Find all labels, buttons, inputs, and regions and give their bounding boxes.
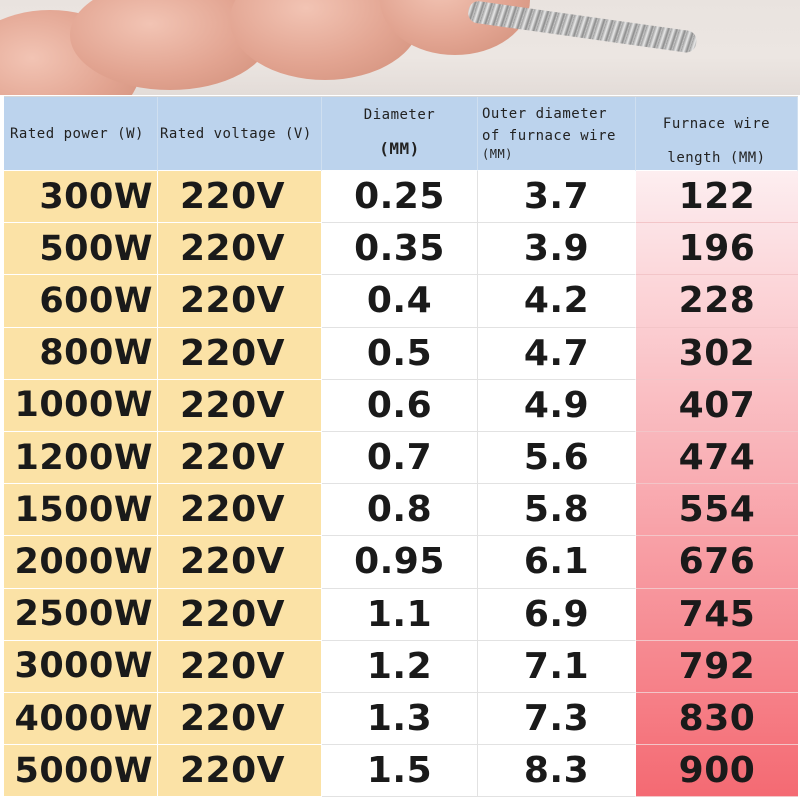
cell-power: 1000W xyxy=(4,379,158,432)
cell-power: 800W xyxy=(4,327,158,380)
header-diameter: Diameter (MM) xyxy=(322,97,478,171)
table-row: 4000W 220V 1.3 7.3 830 xyxy=(4,693,798,746)
cell-length: 554 xyxy=(636,484,798,537)
cell-length: 792 xyxy=(636,640,798,693)
product-photo xyxy=(0,0,800,95)
cell-power: 2000W xyxy=(4,536,158,589)
cell-diameter: 0.35 xyxy=(322,223,478,276)
cell-voltage: 220V xyxy=(158,171,322,224)
cell-power: 600W xyxy=(4,275,158,328)
cell-diameter: 0.5 xyxy=(322,327,478,380)
cell-length: 830 xyxy=(636,693,798,746)
table-header-row: Rated power (W) Rated voltage (V) Diamet… xyxy=(4,97,798,171)
table-row: 500W 220V 0.35 3.9 196 xyxy=(4,223,798,276)
cell-diameter: 1.1 xyxy=(322,588,478,641)
cell-diameter: 0.95 xyxy=(322,536,478,589)
header-outer-diameter-line1: Outer diameter xyxy=(482,106,608,122)
cell-power: 500W xyxy=(4,223,158,276)
cell-voltage: 220V xyxy=(158,640,322,693)
table-row: 1000W 220V 0.6 4.9 407 xyxy=(4,379,798,432)
header-rated-voltage: Rated voltage (V) xyxy=(158,97,322,171)
header-rated-power: Rated power (W) xyxy=(4,97,158,171)
cell-diameter: 0.8 xyxy=(322,484,478,537)
cell-voltage: 220V xyxy=(158,275,322,328)
cell-length: 474 xyxy=(636,432,798,485)
cell-length: 676 xyxy=(636,536,798,589)
cell-voltage: 220V xyxy=(158,484,322,537)
cell-voltage: 220V xyxy=(158,693,322,746)
cell-power: 4000W xyxy=(4,693,158,746)
cell-voltage: 220V xyxy=(158,327,322,380)
cell-diameter: 1.2 xyxy=(322,640,478,693)
cell-voltage: 220V xyxy=(158,745,322,798)
table-row: 3000W 220V 1.2 7.1 792 xyxy=(4,640,798,693)
header-outer-diameter: Outer diameter of furnace wire (MM) xyxy=(478,97,636,171)
cell-outer-diameter: 4.9 xyxy=(478,379,636,432)
header-rated-power-text: Rated power (W) xyxy=(10,125,144,142)
header-diameter-unit: (MM) xyxy=(379,139,420,158)
header-wire-length-line1: Furnace wire xyxy=(662,116,771,132)
cell-power: 1500W xyxy=(4,484,158,537)
cell-voltage: 220V xyxy=(158,223,322,276)
cell-power: 300W xyxy=(4,171,158,224)
cell-outer-diameter: 3.7 xyxy=(478,171,636,224)
cell-length: 122 xyxy=(636,171,798,224)
cell-length: 228 xyxy=(636,275,798,328)
table-row: 1200W 220V 0.7 5.6 474 xyxy=(4,432,798,485)
cell-voltage: 220V xyxy=(158,588,322,641)
spec-table: Rated power (W) Rated voltage (V) Diamet… xyxy=(4,96,798,798)
cell-outer-diameter: 4.2 xyxy=(478,275,636,328)
cell-length: 196 xyxy=(636,223,798,276)
cell-length: 745 xyxy=(636,588,798,641)
cell-length: 407 xyxy=(636,379,798,432)
table-row: 1500W 220V 0.8 5.8 554 xyxy=(4,484,798,537)
cell-outer-diameter: 7.1 xyxy=(478,640,636,693)
table-row: 800W 220V 0.5 4.7 302 xyxy=(4,327,798,380)
cell-voltage: 220V xyxy=(158,432,322,485)
table-row: 600W 220V 0.4 4.2 228 xyxy=(4,275,798,328)
cell-outer-diameter: 5.8 xyxy=(478,484,636,537)
cell-length: 302 xyxy=(636,327,798,380)
cell-outer-diameter: 6.9 xyxy=(478,588,636,641)
cell-power: 1200W xyxy=(4,432,158,485)
cell-diameter: 0.4 xyxy=(322,275,478,328)
cell-outer-diameter: 5.6 xyxy=(478,432,636,485)
header-wire-length-line2: length (MM) xyxy=(667,150,766,166)
cell-outer-diameter: 3.9 xyxy=(478,223,636,276)
header-outer-diameter-unit: (MM) xyxy=(482,147,513,161)
cell-length: 900 xyxy=(636,745,798,798)
table-row: 5000W 220V 1.5 8.3 900 xyxy=(4,745,798,798)
cell-power: 2500W xyxy=(4,588,158,641)
table-row: 2000W 220V 0.95 6.1 676 xyxy=(4,536,798,589)
cell-outer-diameter: 7.3 xyxy=(478,693,636,746)
table-row: 300W 220V 0.25 3.7 122 xyxy=(4,171,798,224)
cell-voltage: 220V xyxy=(158,379,322,432)
cell-diameter: 0.7 xyxy=(322,432,478,485)
header-diameter-text: Diameter xyxy=(363,107,436,123)
cell-outer-diameter: 4.7 xyxy=(478,327,636,380)
cell-voltage: 220V xyxy=(158,536,322,589)
cell-diameter: 1.3 xyxy=(322,693,478,746)
cell-outer-diameter: 6.1 xyxy=(478,536,636,589)
cell-diameter: 0.6 xyxy=(322,379,478,432)
table-row: 2500W 220V 1.1 6.9 745 xyxy=(4,588,798,641)
cell-power: 3000W xyxy=(4,640,158,693)
header-wire-length: Furnace wire length (MM) xyxy=(636,97,798,171)
cell-diameter: 1.5 xyxy=(322,745,478,798)
cell-outer-diameter: 8.3 xyxy=(478,745,636,798)
header-rated-voltage-text: Rated voltage (V) xyxy=(160,125,312,142)
cell-power: 5000W xyxy=(4,745,158,798)
cell-diameter: 0.25 xyxy=(322,171,478,224)
header-outer-diameter-line2: of furnace wire xyxy=(482,128,616,144)
